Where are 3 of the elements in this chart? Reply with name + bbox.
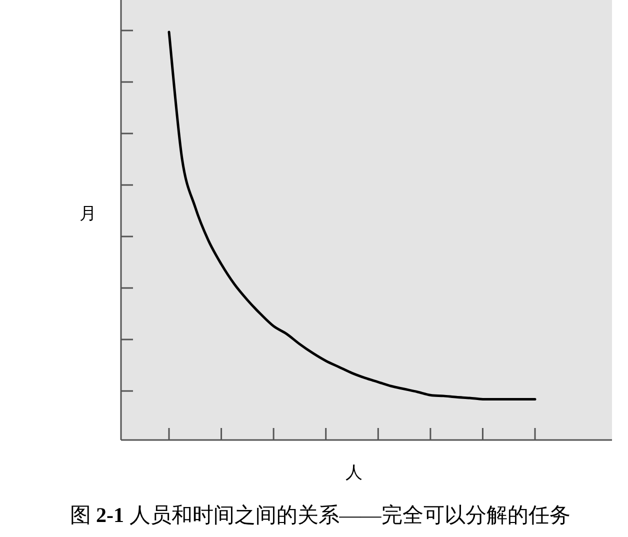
x-axis-title: 人 bbox=[346, 463, 362, 482]
y-axis-title: 月 bbox=[80, 204, 96, 223]
text: 图 2-1 人员和时间之间的关系——完全可以分解的任务 bbox=[70, 503, 570, 527]
